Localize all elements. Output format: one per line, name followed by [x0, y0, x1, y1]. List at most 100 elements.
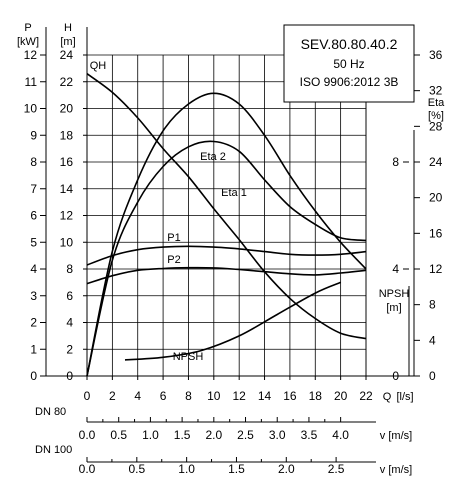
p-tick-label: 12	[24, 48, 38, 62]
eta-tick-label: 8	[429, 298, 436, 312]
h-tick-label: 18	[60, 128, 74, 142]
eta-tick-label: 12	[429, 262, 443, 276]
h-tick-label: 2	[66, 342, 73, 356]
info-box: SEV.80.80.40.2 50 Hz ISO 9906:2012 3B	[283, 24, 415, 103]
dn-80-tick-label: 1.0	[142, 428, 159, 442]
q-tick-label: 14	[258, 389, 272, 403]
curve-p1	[86, 245, 367, 266]
q-tick-label: 4	[134, 389, 141, 403]
dn-100-tick-label: 0.5	[128, 462, 145, 476]
p-tick-label: 2	[30, 316, 37, 330]
h-axis-unit: [m]	[60, 36, 75, 48]
curve-label-eta-2: Eta 2	[200, 151, 226, 163]
q-tick-label: 18	[309, 389, 323, 403]
q-tick-label: 20	[334, 389, 348, 403]
h-tick-label: 14	[60, 182, 74, 196]
q-tick-label: 10	[207, 389, 221, 403]
dn-100-label: DN 100	[35, 444, 72, 456]
p-tick-label: 1	[30, 342, 37, 356]
curve-eta-2	[86, 92, 367, 377]
dn-100-unit: v [m/s]	[380, 464, 412, 476]
curve-p2	[86, 266, 367, 285]
h-tick-label: 24	[60, 48, 74, 62]
curves	[86, 73, 367, 377]
q-axis-unit: [l/s]	[396, 391, 413, 403]
model-name: SEV.80.80.40.2	[301, 36, 398, 52]
eta-tick-label: 32	[429, 84, 443, 98]
eta-tick-label: 20	[429, 191, 443, 205]
eta-tick-label: 16	[429, 226, 443, 240]
curve-label-npsh: NPSH	[173, 351, 204, 363]
p-tick-label: 11	[25, 75, 38, 89]
q-tick-label: 16	[283, 389, 297, 403]
h-tick-label: 12	[60, 209, 74, 223]
p-tick-label: 9	[30, 128, 37, 142]
tick-labels: 0 2 4 6 8 10 12 14 16 18 20 22024681012141618202224…	[24, 48, 443, 403]
dn-80-tick-label: 3.0	[269, 428, 286, 442]
curve-label-p2: P2	[167, 254, 180, 266]
dn-100-tick-label: 0.0	[79, 462, 96, 476]
dn-80-tick-label: 4.0	[332, 428, 349, 442]
eta-tick-label: 4	[429, 333, 436, 347]
h-tick-label: 8	[66, 262, 73, 276]
curve-label-p1: P1	[167, 232, 180, 244]
dn-100-tick-label: 2.0	[278, 462, 295, 476]
npsh-axis-unit: [m]	[386, 302, 401, 314]
h-tick-label: 22	[60, 75, 74, 89]
eta-tick-label: 36	[429, 48, 443, 62]
dn-80-label: DN 80	[35, 406, 66, 418]
h-tick-label: 0	[66, 369, 73, 383]
dn-80-tick-label: 1.5	[174, 428, 191, 442]
velocity-scale-dn80: DN 80 0.0 0.5 1.0 1.5 2.0 2.5 3.0 3.5 4.0 v [m/s]	[35, 406, 412, 442]
p-tick-label: 6	[30, 209, 37, 223]
npsh-tick-label: 8	[392, 155, 399, 169]
npsh-tick-label: 0	[392, 369, 399, 383]
curve-eta-1	[86, 140, 367, 377]
eta-tick-label: 0	[429, 369, 436, 383]
frequency: 50 Hz	[333, 57, 364, 71]
curve-labels: QH Eta 2 Eta 1 P1 P2 NPSH	[90, 60, 247, 363]
dn-100-tick-label: 1.0	[178, 462, 195, 476]
curve-label-qh: QH	[90, 60, 107, 72]
h-tick-label: 20	[60, 102, 74, 116]
h-tick-label: 4	[66, 316, 73, 330]
h-axis-symbol: H	[64, 22, 72, 34]
standard: ISO 9906:2012 3B	[300, 75, 399, 89]
dn-100-tick-label: 2.5	[328, 462, 345, 476]
p-tick-label: 10	[24, 102, 38, 116]
dn-80-unit: v [m/s]	[380, 430, 412, 442]
h-tick-label: 6	[66, 289, 73, 303]
dn-80-tick-label: 2.0	[205, 428, 222, 442]
npsh-axis-symbol: NPSH	[379, 288, 410, 300]
axes	[40, 27, 420, 380]
velocity-scale-dn100: DN 100 0.0 0.5 1.0 1.5 2.0 2.5 v [m/s]	[35, 444, 412, 476]
q-tick-label: 0	[84, 389, 91, 403]
h-tick-label: 10	[60, 235, 74, 249]
eta-axis-symbol: Eta	[428, 97, 445, 109]
p-tick-label: 4	[30, 262, 37, 276]
dn-80-tick-label: 0.5	[110, 428, 127, 442]
p-tick-label: 3	[30, 289, 37, 303]
q-tick-label: 22	[359, 389, 373, 403]
q-tick-label: 2	[109, 389, 116, 403]
p-axis-unit: [kW]	[17, 36, 39, 48]
dn-80-tick-label: 0.0	[79, 428, 96, 442]
info-box-frame	[283, 24, 415, 103]
q-tick-label: 12	[233, 389, 247, 403]
eta-tick-label: 24	[429, 155, 443, 169]
eta-axis-unit: [%]	[428, 110, 444, 122]
q-tick-label: 6	[160, 389, 167, 403]
dn-80-tick-label: 3.5	[301, 428, 318, 442]
q-tick-label: 8	[185, 389, 192, 403]
p-tick-label: 0	[30, 369, 37, 383]
p-tick-label: 8	[30, 155, 37, 169]
curve-qh	[86, 73, 367, 340]
npsh-tick-label: 4	[392, 262, 399, 276]
p-axis-symbol: P	[24, 22, 31, 34]
grid	[86, 54, 367, 377]
dn-80-tick-label: 2.5	[237, 428, 254, 442]
q-axis-symbol: Q	[383, 391, 392, 403]
p-tick-label: 5	[30, 235, 37, 249]
dn-100-tick-label: 1.5	[228, 462, 245, 476]
